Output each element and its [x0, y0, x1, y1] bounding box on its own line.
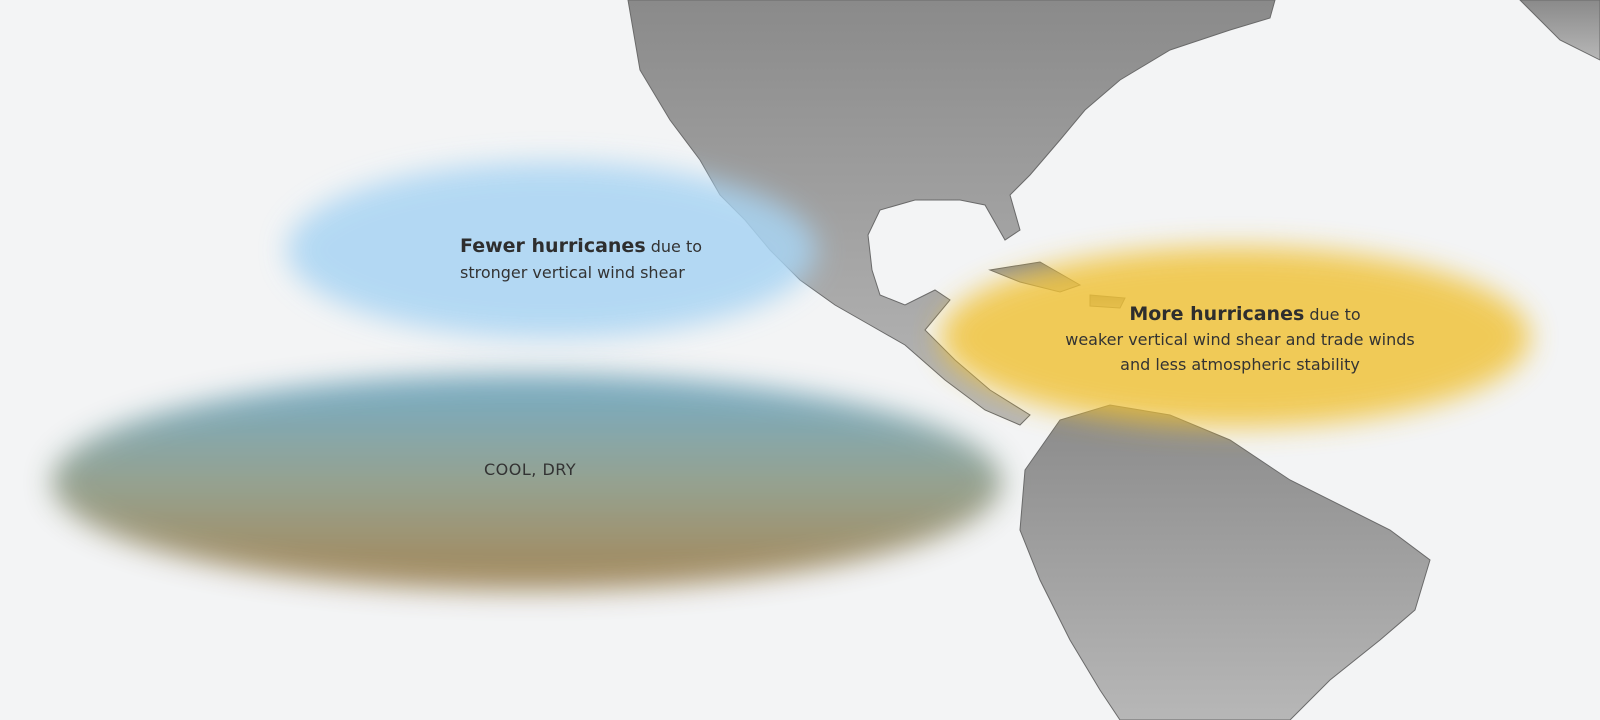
- annotation: Fewer hurricanes due to: [460, 235, 702, 257]
- annotation-text: weaker vertical wind shear and trade win…: [1065, 330, 1414, 349]
- annotation-label: COOL, DRY: [484, 460, 576, 479]
- annotation: More hurricanes due to: [1129, 303, 1360, 325]
- headline: Fewer hurricanes: [460, 235, 646, 257]
- annotation-text: due to: [1309, 305, 1360, 324]
- annotation-text: stronger vertical wind shear: [460, 263, 685, 282]
- annotation-text: and less atmospheric stability: [1120, 355, 1360, 374]
- greenland-edge: [1519, 0, 1600, 61]
- more-hurricanes-region: [940, 247, 1530, 427]
- cool-dry-region: [52, 374, 1002, 590]
- headline: More hurricanes: [1129, 303, 1304, 325]
- annotation-text: due to: [651, 237, 702, 256]
- fewer-hurricanes-region: [287, 162, 817, 338]
